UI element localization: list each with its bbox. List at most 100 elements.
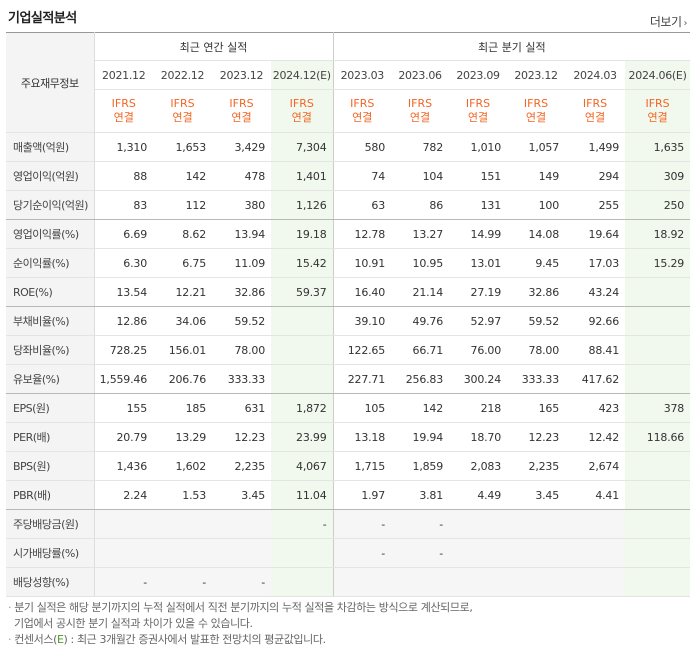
table-cell: 631 [212, 393, 271, 423]
table-cell: 74 [333, 161, 392, 191]
footnote-1-cont: 기업에서 공시한 분기 실적과 차이가 있을 수 있습니다. [14, 617, 253, 630]
table-cell: 728.25 [94, 335, 153, 365]
table-cell: 27.19 [449, 277, 508, 307]
table-row: ROE(%) 13.54 12.21 32.86 59.37 16.40 21.14 27.1… [6, 277, 691, 307]
more-label: 더보기 [649, 15, 682, 29]
table-cell: 2,235 [212, 451, 271, 481]
table-row: 영업이익률(%) 6.69 8.62 13.94 19.18 12.78 13.27 14.9… [6, 219, 691, 249]
table-cell: 1,635 [625, 132, 691, 162]
ifrs-basis-header: IFRS 연결 [565, 89, 626, 133]
table-cell: 156.01 [153, 335, 212, 365]
table-cell: 294 [565, 161, 626, 191]
table-cell: - [333, 509, 392, 539]
table-cell: 1,872 [271, 393, 334, 423]
table-cell: 105 [333, 393, 392, 423]
row-label-header: 주요재무정보 [6, 32, 95, 133]
table-cell: 52.97 [449, 306, 508, 336]
ifrs-basis-header: IFRS 연결 [153, 89, 212, 133]
table-cell: 1,653 [153, 132, 212, 162]
table-cell: 34.06 [153, 306, 212, 336]
table-row: 매출액(억원) 1,310 1,653 3,429 7,304 580 782 1,010 1,… [6, 132, 691, 162]
table-cell: 12.86 [94, 306, 153, 336]
table-cell: 10.95 [391, 248, 450, 278]
chevron-right-icon: › [683, 18, 688, 29]
table-cell: 1,602 [153, 451, 212, 481]
table-cell [565, 538, 626, 568]
table-cell: 16.40 [333, 277, 392, 307]
row-label: EPS(원) [6, 393, 95, 423]
table-cell: 19.64 [565, 219, 626, 249]
table-cell: 1.97 [333, 480, 392, 510]
row-label: 매출액(억원) [6, 132, 95, 162]
table-cell [625, 364, 691, 394]
more-link[interactable]: 더보기 › [649, 13, 688, 30]
table-cell: 13.01 [449, 248, 508, 278]
table-cell [565, 567, 626, 597]
table-cell: 1,057 [507, 132, 566, 162]
table-cell: 142 [391, 393, 450, 423]
table-cell: 155 [94, 393, 153, 423]
table-cell: 1,401 [271, 161, 334, 191]
basis-label: 연결 [352, 111, 373, 124]
table-cell [507, 538, 566, 568]
table-cell: 3.81 [391, 480, 450, 510]
table-cell: - [391, 509, 450, 539]
table-cell: 59.52 [507, 306, 566, 336]
table-cell: 2.24 [94, 480, 153, 510]
table-cell: 104 [391, 161, 450, 191]
table-cell: 256.83 [391, 364, 450, 394]
row-label: BPS(원) [6, 451, 95, 481]
period-header: 2022.12 [153, 60, 212, 90]
table-cell: 86 [391, 190, 450, 220]
table-cell: 782 [391, 132, 450, 162]
basis-label: 연결 [584, 111, 606, 124]
table-row: 당기순이익(억원) 83 112 380 1,126 63 86 131 100 255 250 [6, 190, 691, 220]
footnotes: · 분기 실적은 해당 분기까지의 누적 실적에서 직전 분기까지의 누적 실적… [8, 600, 473, 648]
table-cell: 4.41 [565, 480, 626, 510]
table-cell: 1,310 [94, 132, 153, 162]
table-cell: 2,083 [449, 451, 508, 481]
table-cell: 12.78 [333, 219, 392, 249]
basis-label: 연결 [467, 111, 489, 124]
table-cell [153, 538, 212, 568]
table-cell: 17.03 [565, 248, 626, 278]
quarter-group-header: 최근 분기 실적 [333, 32, 691, 61]
table-cell: 3,429 [212, 132, 271, 162]
table-cell [449, 567, 508, 597]
table-cell: 14.08 [507, 219, 566, 249]
table-cell [625, 277, 691, 307]
period-header: 2024.12(E) [271, 60, 334, 90]
table-cell [153, 509, 212, 539]
basis-label: 연결 [172, 111, 193, 124]
table-cell [212, 538, 271, 568]
table-cell [449, 509, 508, 539]
footnote-1: · 분기 실적은 해당 분기까지의 누적 실적에서 직전 분기까지의 누적 실적… [8, 601, 473, 614]
table-cell: 6.69 [94, 219, 153, 249]
table-row: 영업이익(억원) 88 142 478 1,401 74 104 151 149 294 309 [6, 161, 691, 191]
table-cell: 1,559.46 [94, 364, 153, 394]
period-header: 2023.06 [391, 60, 450, 90]
table-row: 순이익률(%) 6.30 6.75 11.09 15.42 10.91 10.95 13.01… [6, 248, 691, 278]
row-label: 영업이익(억원) [6, 161, 95, 191]
table-row: 유보율(%) 1,559.46 206.76 333.33 227.71 256.83 30… [6, 364, 691, 394]
row-label: 유보율(%) [6, 364, 95, 394]
ifrs-basis-header: IFRS 연결 [391, 89, 450, 133]
basis-label: 연결 [409, 111, 431, 124]
table-cell: 165 [507, 393, 566, 423]
table-cell: 218 [449, 393, 508, 423]
table-row: 배당성향(%) - - - [6, 567, 691, 597]
table-cell: 112 [153, 190, 212, 220]
row-label: 순이익률(%) [6, 248, 95, 278]
table-cell [507, 567, 566, 597]
period-header: 2023.09 [449, 60, 508, 90]
table-cell: 478 [212, 161, 271, 191]
table-cell: 100 [507, 190, 566, 220]
table-cell: 13.29 [153, 422, 212, 452]
footnote-2: · 컨센서스(E) : 최근 3개월간 증권사에서 발표한 전망치의 평균값입니… [8, 633, 326, 646]
table-cell: 142 [153, 161, 212, 191]
period-header: 2023.12 [212, 60, 271, 90]
table-row: EPS(원) 155 185 631 1,872 105 142 218 165 423 378 [6, 393, 691, 423]
ifrs-label: IFRS [170, 97, 195, 110]
table-cell: 88.41 [565, 335, 626, 365]
table-cell [271, 567, 334, 597]
